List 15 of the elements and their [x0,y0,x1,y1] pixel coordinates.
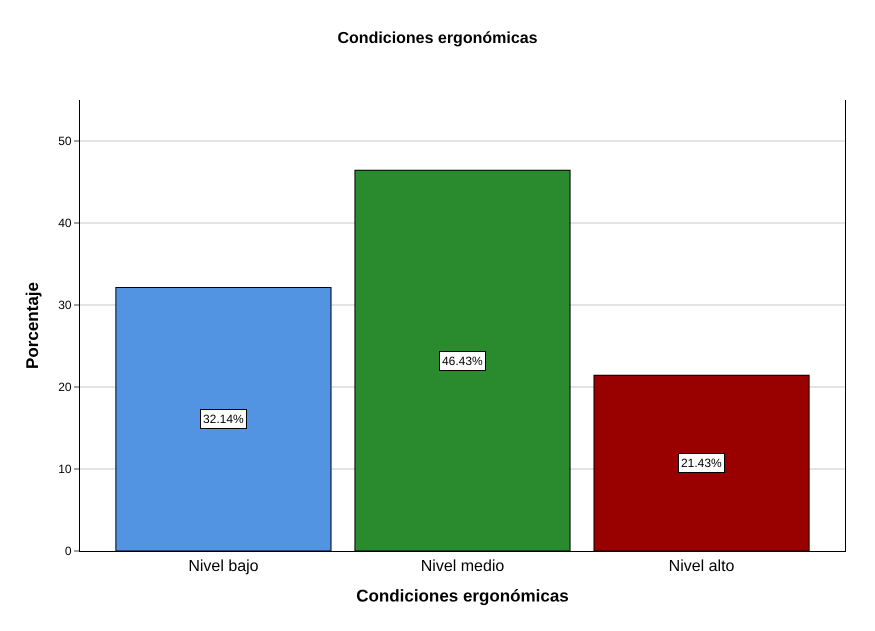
data-label: 21.43% [681,456,722,470]
x-tick-label: Nivel medio [420,558,504,576]
y-tick-label: 50 [58,134,72,148]
y-tick-label: 0 [64,544,72,558]
x-tick-label: Nivel alto [668,558,735,576]
x-tick-label: Nivel bajo [188,558,259,576]
y-tick-label: 40 [58,216,72,230]
data-label: 32.14% [203,412,244,426]
y-axis-title: Porcentaje [22,282,42,369]
x-axis-title: Condiciones ergonómicas [356,586,569,606]
data-label: 46.43% [442,354,484,368]
y-tick-label: 30 [58,298,72,312]
chart-title: Condiciones ergonómicas [337,30,538,47]
y-tick-label: 10 [58,462,72,476]
y-tick-label: 20 [58,380,72,394]
